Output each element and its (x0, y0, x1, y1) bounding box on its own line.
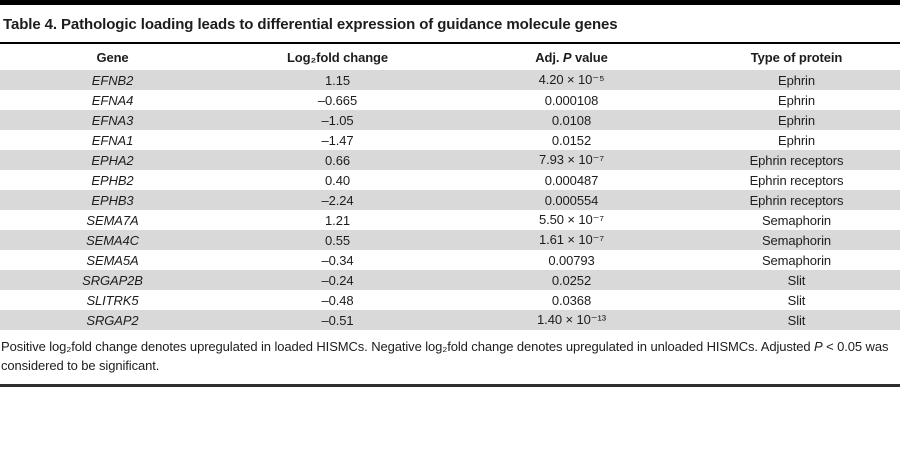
protein-type-cell: Semaphorin (761, 212, 832, 228)
table-row: EFNB2 1.15 4.20 × 10⁻⁵ Ephrin (0, 70, 900, 90)
table-row: SRGAP2B –0.24 0.0252 Slit (0, 270, 900, 290)
protein-type-cell: Semaphorin (761, 232, 832, 248)
gene-expression-table: Gene Log₂fold change Adj. P value Type o… (0, 44, 900, 330)
gene-cell: EPHB3 (91, 192, 134, 208)
column-header-gene: Gene (96, 49, 129, 65)
footnote-line-1: Positive log₂fold change denotes upregul… (1, 337, 900, 356)
bottom-rule (0, 384, 900, 387)
log2fc-cell: 1.21 (325, 212, 350, 228)
gene-cell: SRGAP2B (82, 272, 143, 288)
log2fc-cell: 1.15 (325, 72, 350, 88)
gene-cell: SEMA5A (86, 252, 139, 268)
table-row: SEMA4C 0.55 1.61 × 10⁻⁷ Semaphorin (0, 230, 900, 250)
log2fc-cell: –0.48 (321, 292, 354, 308)
gene-cell: SLITRK5 (86, 292, 139, 308)
table-row: EPHA2 0.66 7.93 × 10⁻⁷ Ephrin receptors (0, 150, 900, 170)
adj-p-cell: 0.000108 (544, 92, 599, 108)
gene-cell: EFNA1 (91, 132, 134, 148)
adj-p-cell: 5.50 × 10⁻⁷ (538, 212, 605, 227)
adj-p-prefix: Adj. (535, 49, 563, 65)
table-row: EPHB2 0.40 0.000487 Ephrin receptors (0, 170, 900, 190)
log2fc-cell: 0.55 (325, 232, 350, 248)
log2fc-cell: –0.24 (321, 272, 354, 288)
adj-p-cell: 0.0152 (551, 132, 592, 148)
protein-type-cell: Ephrin (778, 112, 815, 128)
gene-cell: SEMA4C (86, 232, 139, 248)
adj-p-cell: 0.000554 (544, 192, 599, 208)
top-rule (0, 0, 900, 5)
column-header-log2-fold-change: Log₂fold change (286, 49, 389, 65)
protein-type-cell: Slit (787, 272, 806, 288)
adj-p-cell: 1.61 × 10⁻⁷ (538, 232, 605, 247)
gene-cell: EFNB2 (91, 72, 134, 88)
log2fc-cell: –0.665 (317, 92, 358, 108)
gene-cell: EPHB2 (91, 172, 134, 188)
adj-p-cell: 0.00793 (548, 252, 595, 268)
gene-cell: SRGAP2 (86, 312, 139, 328)
log2fc-cell: –0.51 (321, 312, 354, 328)
protein-type-cell: Ephrin receptors (749, 152, 844, 168)
table-row: EFNA3 –1.05 0.0108 Ephrin (0, 110, 900, 130)
protein-type-cell: Slit (787, 312, 806, 328)
adj-p-cell: 0.000487 (544, 172, 599, 188)
protein-type-cell: Ephrin receptors (749, 172, 844, 188)
table-title: Table 4. Pathologic loading leads to dif… (3, 16, 618, 33)
footnote-p-italic: P (814, 339, 823, 354)
log2fc-cell: –1.47 (321, 132, 354, 148)
adj-p-cell: 7.93 × 10⁻⁷ (538, 152, 605, 167)
protein-type-cell: Ephrin (778, 132, 815, 148)
log2fc-cell: –2.24 (321, 192, 354, 208)
adj-p-suffix: value (571, 49, 608, 65)
adj-p-cell: 4.20 × 10⁻⁵ (538, 72, 605, 87)
adj-p-cell: 0.0368 (551, 292, 592, 308)
log2fc-cell: 0.66 (325, 152, 350, 168)
log2fc-cell: –0.34 (321, 252, 354, 268)
column-header-adj-p-value: Adj. P value (450, 44, 693, 70)
table-row: EPHB3 –2.24 0.000554 Ephrin receptors (0, 190, 900, 210)
table-row: SLITRK5 –0.48 0.0368 Slit (0, 290, 900, 310)
column-header-type-of-protein: Type of protein (750, 49, 843, 65)
gene-cell: EFNA3 (91, 112, 134, 128)
table-header-row: Gene Log₂fold change Adj. P value Type o… (0, 44, 900, 70)
protein-type-cell: Ephrin receptors (749, 192, 844, 208)
table-row: SEMA5A –0.34 0.00793 Semaphorin (0, 250, 900, 270)
protein-type-cell: Ephrin (778, 72, 815, 88)
adj-p-cell: 1.40 × 10⁻¹³ (537, 312, 606, 327)
protein-type-cell: Semaphorin (761, 252, 832, 268)
gene-cell: EPHA2 (91, 152, 134, 168)
adj-p-cell: 0.0108 (551, 112, 592, 128)
gene-cell: SEMA7A (86, 212, 139, 228)
footnote-line-2: considered to be significant. (1, 358, 160, 373)
adj-p-italic: P (562, 49, 572, 65)
table-footnote: Positive log₂fold change denotes upregul… (0, 330, 900, 375)
adj-p-cell: 0.0252 (551, 272, 592, 288)
log2fc-cell: 0.40 (325, 172, 350, 188)
title-rule (0, 42, 900, 44)
footnote-text-2: < 0.05 was (822, 339, 889, 354)
gene-cell: EFNA4 (91, 92, 134, 108)
protein-type-cell: Slit (787, 292, 806, 308)
table-row: EFNA4 –0.665 0.000108 Ephrin (0, 90, 900, 110)
table-row: EFNA1 –1.47 0.0152 Ephrin (0, 130, 900, 150)
log2fc-cell: –1.05 (321, 112, 354, 128)
table-row: SEMA7A 1.21 5.50 × 10⁻⁷ Semaphorin (0, 210, 900, 230)
protein-type-cell: Ephrin (778, 92, 815, 108)
footnote-text-1: Positive log₂fold change denotes upregul… (1, 339, 815, 354)
table-row: SRGAP2 –0.51 1.40 × 10⁻¹³ Slit (0, 310, 900, 330)
